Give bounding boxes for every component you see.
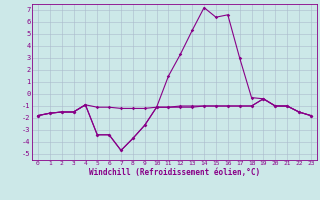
X-axis label: Windchill (Refroidissement éolien,°C): Windchill (Refroidissement éolien,°C) [89,168,260,177]
